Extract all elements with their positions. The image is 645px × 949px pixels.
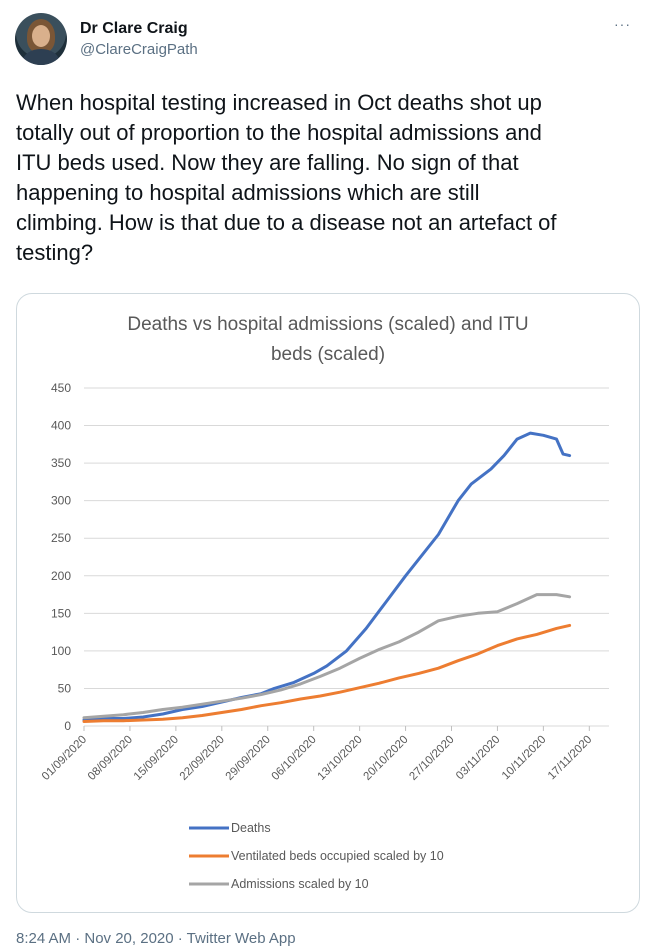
tweet-text: When hospital testing increased in Oct d… bbox=[16, 90, 557, 265]
y-tick-label: 200 bbox=[51, 569, 71, 583]
series-line bbox=[82, 431, 572, 722]
chart-image-card[interactable]: Deaths vs hospital admissions (scaled) a… bbox=[16, 293, 640, 913]
display-name[interactable]: Dr Clare Craig bbox=[80, 20, 188, 37]
chart-title-line: beds (scaled) bbox=[271, 344, 385, 365]
x-tick-label: 20/10/2020 bbox=[361, 734, 410, 783]
legend-label: Admissions scaled by 10 bbox=[231, 877, 369, 891]
y-tick-label: 150 bbox=[51, 606, 71, 620]
x-tick-label: 13/10/2020 bbox=[316, 734, 365, 783]
y-tick-label: 300 bbox=[51, 494, 71, 508]
y-tick-label: 400 bbox=[51, 419, 71, 433]
legend-label: Ventilated beds occupied scaled by 10 bbox=[231, 849, 444, 863]
tweet-timestamp[interactable]: 8:24 AM · Nov 20, 2020 · Twitter Web App bbox=[16, 930, 296, 947]
y-tick-label: 0 bbox=[64, 719, 71, 733]
x-tick-label: 22/09/2020 bbox=[178, 734, 227, 783]
legend-label: Deaths bbox=[231, 821, 271, 835]
series-line bbox=[82, 623, 572, 723]
avatar-body bbox=[23, 49, 59, 65]
avatar-face bbox=[32, 25, 50, 47]
x-tick-label: 03/11/2020 bbox=[454, 734, 503, 783]
user-handle[interactable]: @ClareCraigPath bbox=[80, 41, 198, 58]
line-chart: Deaths vs hospital admissions (scaled) a… bbox=[40, 314, 609, 891]
series-line bbox=[82, 593, 572, 720]
x-tick-label: 29/09/2020 bbox=[224, 734, 273, 783]
x-tick-label: 01/09/2020 bbox=[40, 734, 89, 783]
chart-title-line: Deaths vs hospital admissions (scaled) a… bbox=[127, 314, 528, 335]
y-tick-label: 100 bbox=[51, 644, 71, 658]
avatar[interactable] bbox=[15, 13, 67, 65]
y-tick-label: 50 bbox=[58, 681, 72, 695]
x-tick-label: 27/10/2020 bbox=[407, 734, 456, 783]
x-tick-label: 08/09/2020 bbox=[86, 734, 135, 783]
y-tick-label: 250 bbox=[51, 531, 71, 545]
y-tick-label: 350 bbox=[51, 456, 71, 470]
x-tick-label: 10/11/2020 bbox=[500, 734, 549, 783]
x-tick-label: 15/09/2020 bbox=[132, 734, 181, 783]
more-options-icon[interactable]: ··· bbox=[614, 16, 631, 32]
y-tick-label: 450 bbox=[51, 381, 71, 395]
x-tick-label: 17/11/2020 bbox=[546, 734, 595, 783]
x-tick-label: 06/10/2020 bbox=[270, 734, 319, 783]
